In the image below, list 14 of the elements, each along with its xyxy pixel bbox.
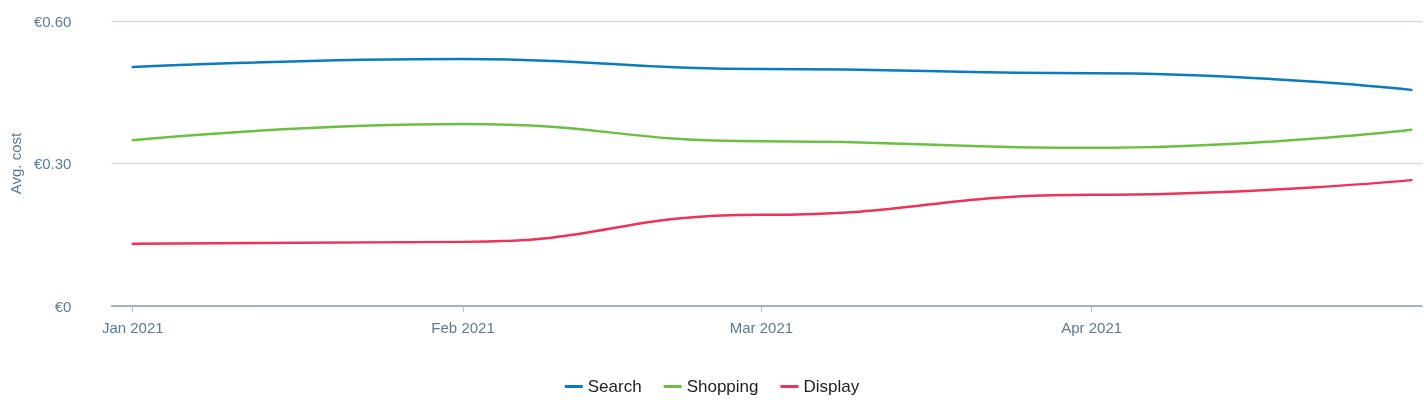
line-series xyxy=(131,178,1413,246)
x-tick-label: Jan 2021 xyxy=(101,319,164,336)
x-tick-label: Apr 2021 xyxy=(1061,319,1123,336)
x-tick-label: Mar 2021 xyxy=(729,319,794,336)
legend-label: Shopping xyxy=(686,377,759,396)
y-tick-label: €0.60 xyxy=(33,12,72,30)
line-series xyxy=(131,122,1413,150)
y-tick-label: €0 xyxy=(54,297,72,315)
y-axis-title: Avg. cost xyxy=(7,131,24,195)
legend-label: Search xyxy=(587,377,642,396)
x-tick-label: Feb 2021 xyxy=(431,319,495,336)
line-series xyxy=(131,57,1413,92)
y-tick-label: €0.30 xyxy=(33,155,72,172)
legend-label: Display xyxy=(803,377,860,396)
